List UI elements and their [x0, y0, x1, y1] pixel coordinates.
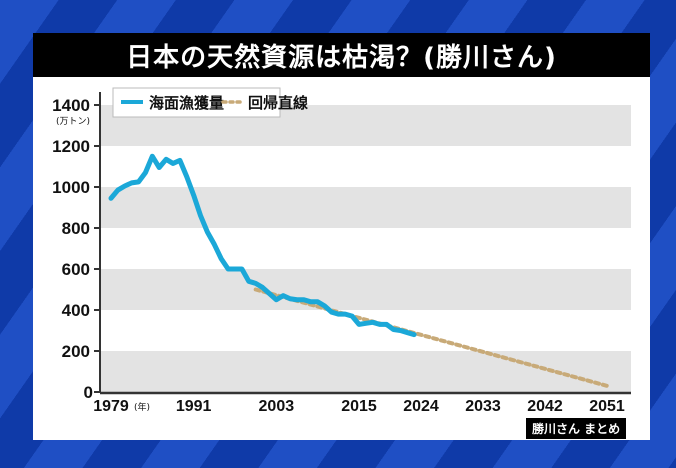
grid-band — [101, 269, 631, 310]
legend-label-regression: 回帰直線 — [248, 94, 308, 112]
y-unit-label: (万トン) — [56, 117, 90, 127]
grid-band — [101, 187, 631, 228]
grid-bands — [101, 105, 631, 392]
y-tick-label: 1200 — [52, 137, 90, 156]
y-tick-label: 200 — [62, 342, 90, 361]
grid-band — [101, 351, 631, 392]
x-tick-label: 2015 — [341, 398, 377, 415]
y-tick-label: 400 — [62, 301, 90, 320]
y-tick-label: 800 — [62, 219, 90, 238]
x-tick-label: 2003 — [259, 398, 295, 415]
x-tick-label: 2042 — [527, 398, 563, 415]
x-axis-ticks: 1979 1991 2003 2015 2024 2033 2042 2051 (年) — [93, 398, 625, 415]
y-tick-label: 1400 — [52, 96, 90, 115]
y-tick-label: 1000 — [52, 178, 90, 197]
chart-title: 日本の天然資源は枯渇？(勝川さん) — [33, 33, 650, 77]
y-axis-ticks: 0 200 400 600 800 1000 1200 1400 (万トン) — [52, 96, 100, 402]
catch-line — [108, 153, 417, 338]
x-tick-label: 1979 — [93, 398, 129, 415]
regression-line — [253, 287, 609, 388]
x-tick-label: 2033 — [465, 398, 501, 415]
y-tick-label: 600 — [62, 260, 90, 279]
y-tick-label: 0 — [84, 383, 93, 402]
x-tick-label: 2024 — [403, 398, 439, 415]
legend: 海面漁獲量 回帰直線 — [112, 87, 308, 118]
x-tick-label: 2051 — [589, 398, 625, 415]
summary-badge: 勝川さん まとめ — [526, 418, 627, 439]
x-unit-label: (年) — [134, 401, 150, 413]
x-tick-label: 1991 — [176, 398, 212, 415]
legend-label-catch: 海面漁獲量 — [149, 94, 224, 112]
